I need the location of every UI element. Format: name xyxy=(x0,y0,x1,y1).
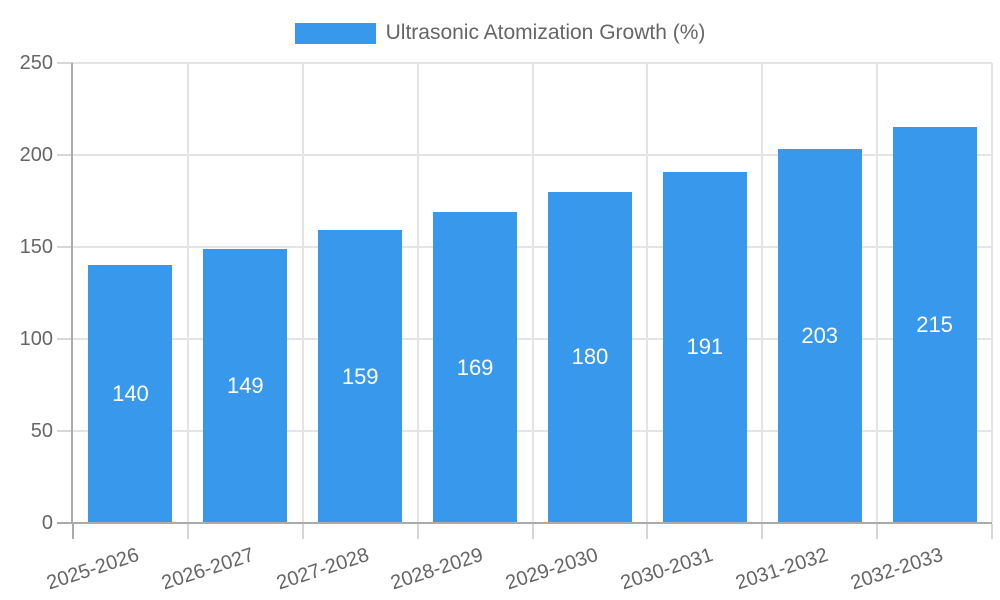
y-axis-tick xyxy=(57,246,73,248)
x-axis-tick xyxy=(301,524,304,539)
x-axis-tick-label: 2029-2030 xyxy=(503,543,602,595)
x-axis-tick-label: 2030-2031 xyxy=(618,543,716,595)
x-axis-tick xyxy=(72,524,74,539)
gridline-vertical xyxy=(531,63,534,522)
x-axis-tick-label: 2025-2026 xyxy=(43,543,142,595)
bar-value-label: 203 xyxy=(801,323,839,349)
legend: Ultrasonic Atomization Growth (%) xyxy=(0,21,1000,45)
y-axis-tick xyxy=(57,338,73,340)
bar[interactable] xyxy=(547,191,632,522)
gridline-vertical xyxy=(991,63,993,522)
x-axis-tick xyxy=(531,524,534,539)
bar[interactable] xyxy=(318,230,403,522)
y-axis-line xyxy=(71,63,73,523)
x-axis-tick xyxy=(761,524,764,539)
y-axis-tick-label: 0 xyxy=(41,512,53,534)
gridline-vertical xyxy=(301,63,304,522)
legend-label: Ultrasonic Atomization Growth (%) xyxy=(385,21,706,44)
x-axis-tick xyxy=(416,524,419,539)
bar[interactable] xyxy=(892,127,977,522)
legend-swatch-icon xyxy=(294,22,376,44)
x-axis-tick-label: 2027-2028 xyxy=(273,543,372,595)
x-axis-tick-label: 2032-2033 xyxy=(847,543,946,595)
bar[interactable] xyxy=(777,149,862,522)
x-axis-tick xyxy=(646,524,649,539)
bar-value-label: 215 xyxy=(916,312,953,338)
y-axis-tick xyxy=(57,430,73,432)
bar-value-label: 149 xyxy=(226,372,264,398)
bar[interactable] xyxy=(433,212,518,522)
bar-value-label: 140 xyxy=(112,381,149,407)
bar-value-label: 169 xyxy=(456,354,494,380)
y-axis-tick-label: 250 xyxy=(19,52,53,74)
x-axis-tick xyxy=(876,524,879,539)
y-axis-tick xyxy=(57,62,73,64)
x-axis-line xyxy=(57,522,992,524)
bar[interactable] xyxy=(662,171,747,522)
x-axis-tick xyxy=(186,524,189,539)
gridline-vertical xyxy=(646,63,649,522)
gridline-vertical xyxy=(761,63,764,522)
bar[interactable] xyxy=(203,248,288,522)
gridline-vertical xyxy=(876,63,879,522)
gridline-vertical xyxy=(416,63,419,522)
bar[interactable] xyxy=(88,265,173,522)
bar-value-label: 180 xyxy=(571,344,609,370)
x-axis-tick-label: 2031-2032 xyxy=(733,543,831,595)
y-axis-tick-label: 100 xyxy=(19,328,53,350)
gridline-vertical xyxy=(186,63,189,522)
bar-value-label: 159 xyxy=(341,363,379,389)
y-axis-tick-label: 50 xyxy=(30,420,53,442)
y-axis-tick-label: 150 xyxy=(19,236,53,258)
bar-value-label: 191 xyxy=(686,334,724,360)
legend-item[interactable]: Ultrasonic Atomization Growth (%) xyxy=(294,21,706,45)
x-axis-tick-label: 2026-2027 xyxy=(158,543,257,595)
y-axis-tick-label: 200 xyxy=(19,144,53,166)
y-axis-tick xyxy=(57,154,73,156)
x-axis-tick xyxy=(991,524,993,539)
x-axis-tick-label: 2028-2029 xyxy=(388,543,487,595)
